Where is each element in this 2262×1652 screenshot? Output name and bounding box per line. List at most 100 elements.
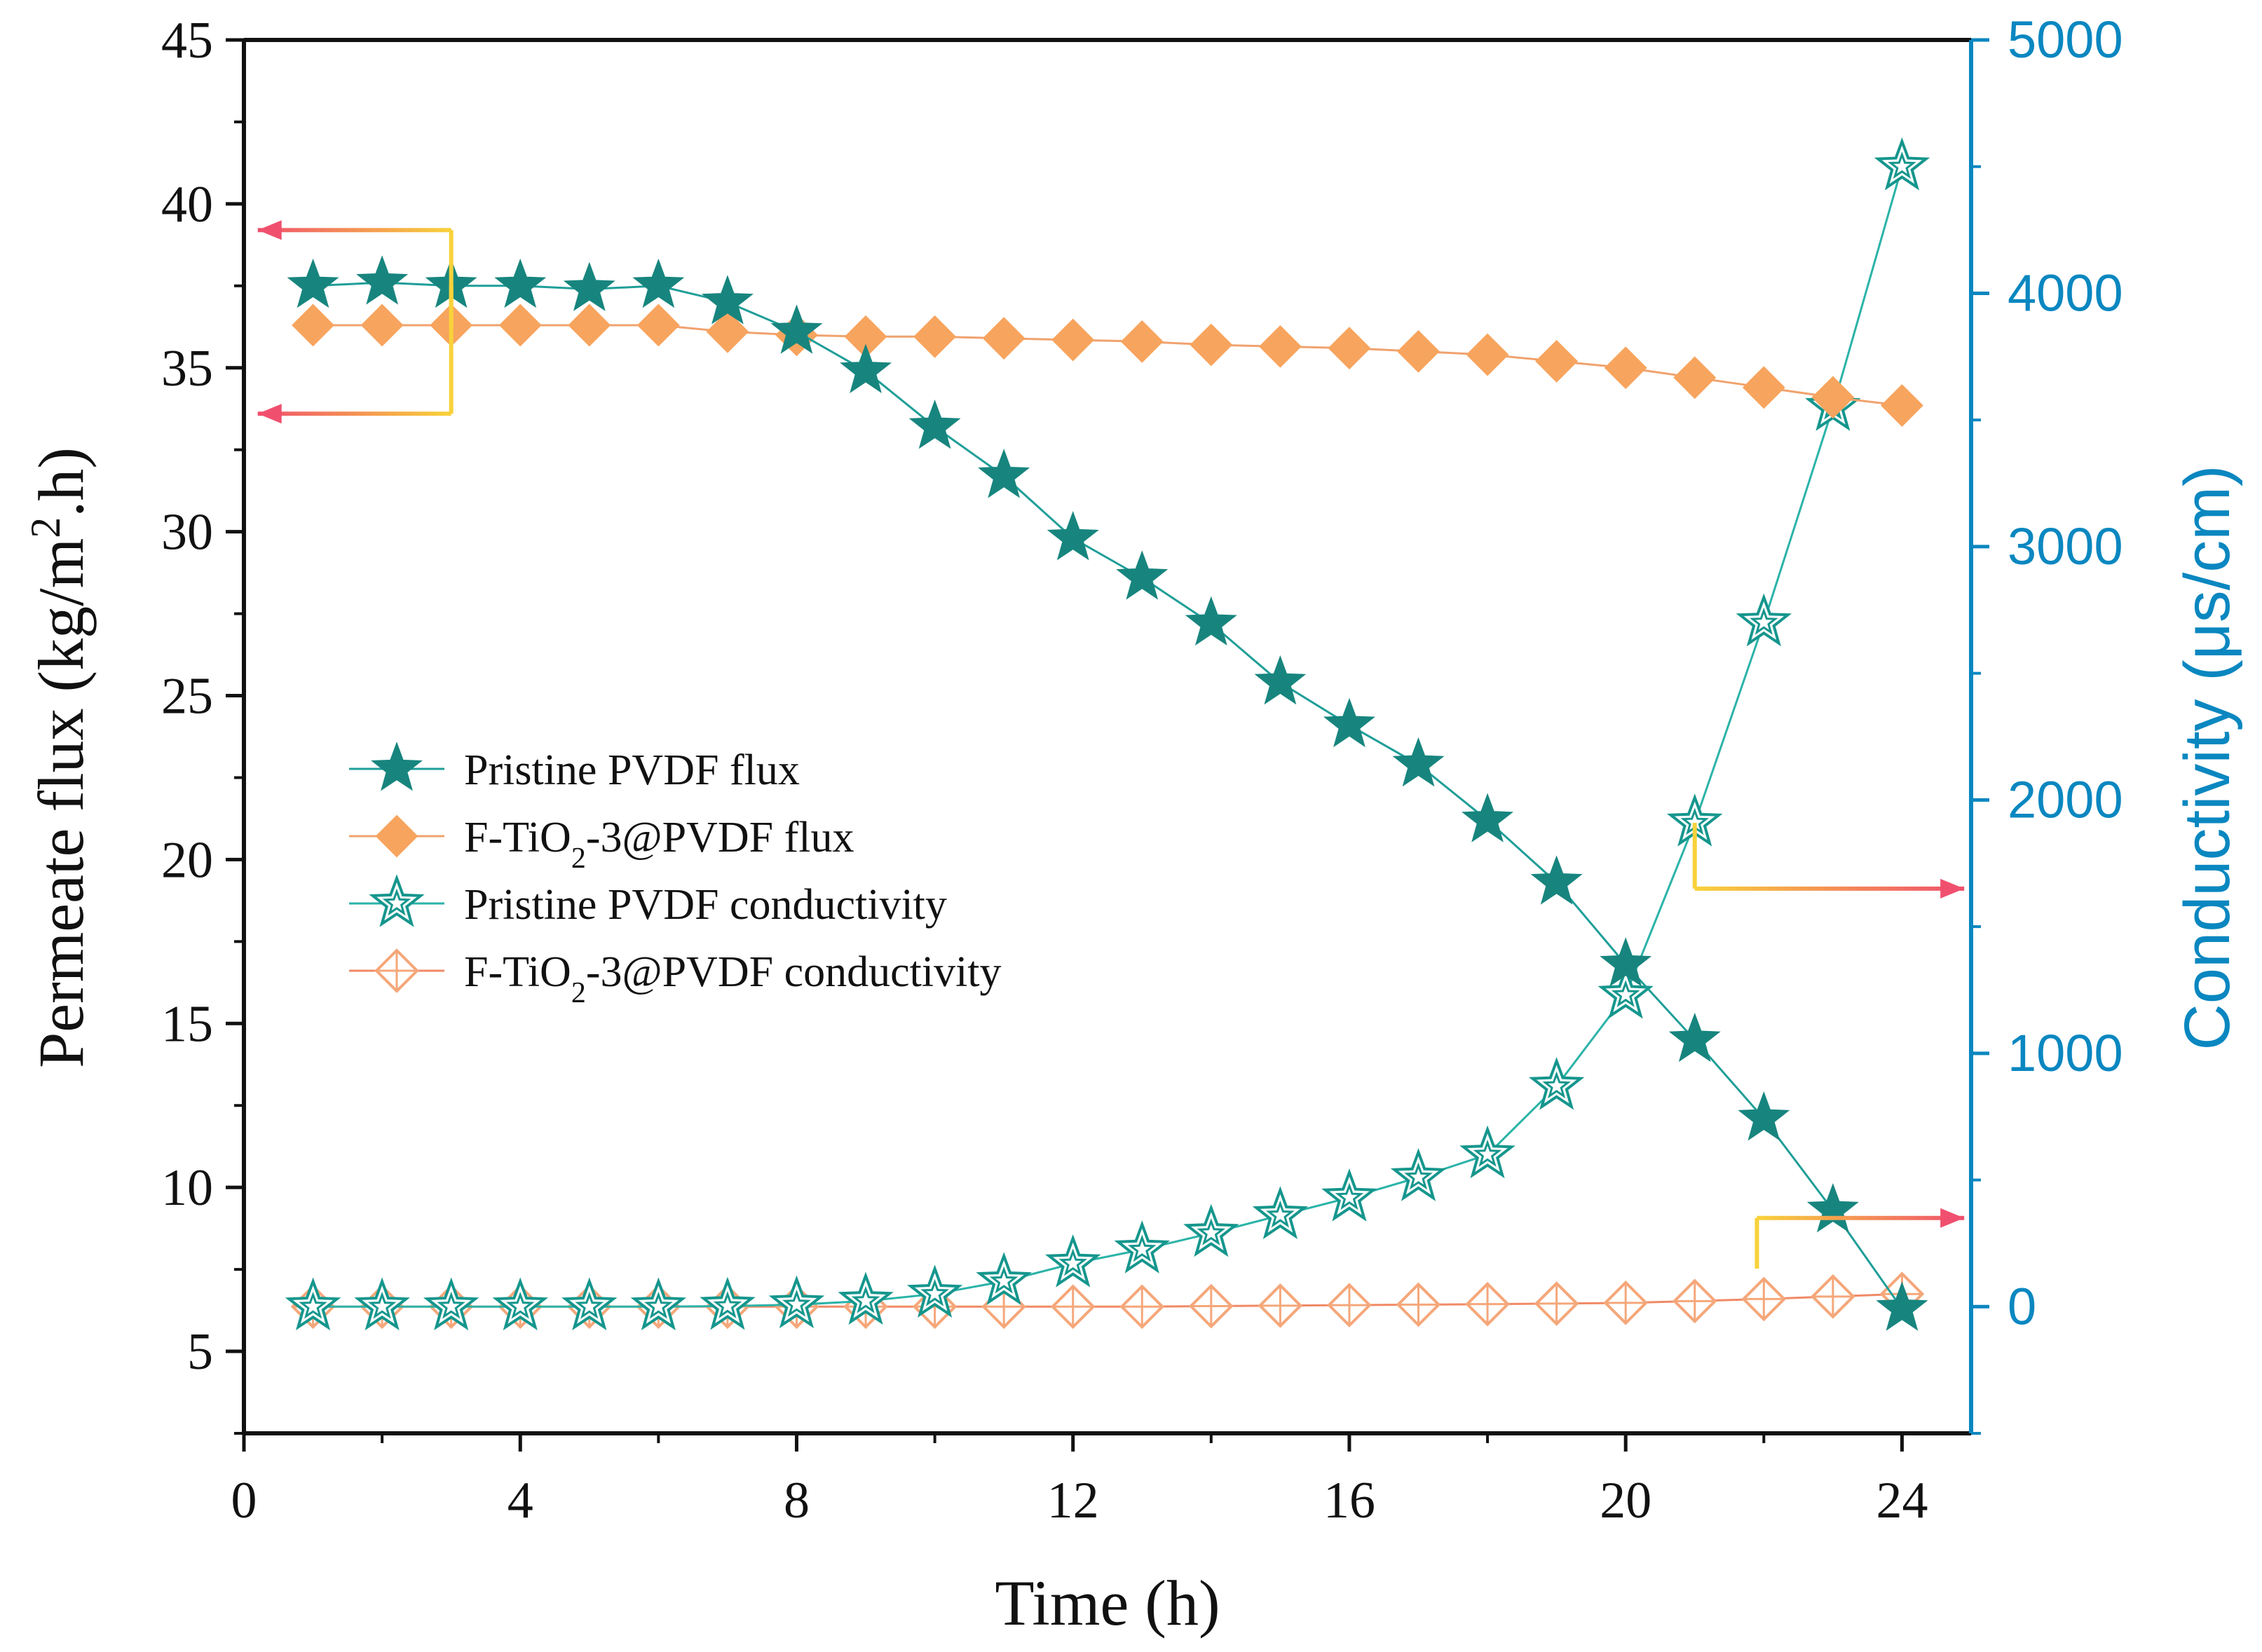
arrow-flux-bottom [257, 285, 454, 424]
y-tick-label: 5 [187, 1323, 213, 1381]
legend-label-part: 2 [571, 977, 586, 1009]
data-point [636, 303, 680, 347]
data-point [1597, 965, 1654, 1019]
data-point [1604, 346, 1647, 390]
y-tick-label: 40 [161, 176, 213, 233]
data-point [840, 343, 892, 393]
y-axis-title-part: Permeate flux (kg/m [25, 538, 97, 1068]
x-axis-title: Time (h) [995, 1567, 1220, 1639]
data-point [360, 303, 404, 347]
data-point [1116, 550, 1169, 600]
series-line [313, 324, 1902, 407]
data-point [978, 449, 1030, 498]
data-point [1459, 1125, 1515, 1179]
data-point [1254, 655, 1307, 705]
data-point [1252, 1186, 1309, 1239]
x-tick-label: 8 [784, 1472, 810, 1529]
legend-item: F-TiO2-3@PVDF flux [349, 814, 854, 875]
x-tick-label: 0 [231, 1472, 257, 1529]
data-point [1045, 1234, 1101, 1288]
data-point [1600, 937, 1652, 987]
legend-marker [375, 814, 418, 858]
legend-item: F-TiO2-3@PVDF conductivity [349, 948, 1002, 1009]
data-point [561, 1277, 618, 1331]
data-point [1327, 1283, 1372, 1327]
data-point [1736, 593, 1792, 647]
data-point [1673, 356, 1717, 400]
data-point [1874, 137, 1930, 191]
y-axis-title-part: .h) [25, 447, 97, 517]
data-point [1321, 1168, 1377, 1222]
data-point [563, 261, 615, 311]
annotations [257, 220, 1965, 1269]
series-line [313, 166, 1903, 1308]
series-line [313, 281, 1903, 1310]
data-point [1466, 333, 1509, 376]
legend-label-part: F-TiO [464, 814, 571, 861]
legend-item: Pristine PVDF flux [349, 742, 800, 794]
data-point [1392, 737, 1445, 787]
series-1 [292, 303, 1923, 427]
data-point [1185, 596, 1237, 646]
data-point [701, 275, 754, 325]
data-point [1806, 1183, 1859, 1233]
series [285, 137, 1930, 1331]
data-point [1462, 793, 1514, 842]
y2-tick-label: 2000 [2008, 770, 2123, 828]
data-point [1535, 339, 1579, 383]
data-point [906, 1264, 963, 1318]
data-point [568, 303, 611, 347]
y-tick-label: 45 [161, 12, 213, 69]
legend: Pristine PVDF flux F-TiO2-3@PVDF flux Pris… [349, 742, 1002, 1009]
legend-label: Pristine PVDF flux [464, 746, 800, 794]
data-point [770, 304, 823, 354]
data-point [1738, 1091, 1790, 1141]
y2-tick-label: 5000 [2008, 11, 2123, 69]
data-point [292, 303, 334, 347]
data-point [1047, 511, 1099, 561]
legend-label-part: F-TiO [464, 948, 571, 996]
legend-label-part: Pristine PVDF conductivity [464, 881, 947, 929]
legend-label-part: -3@PVDF conductivity [586, 948, 1002, 996]
y2-tick-label: 3000 [2008, 517, 2123, 575]
data-point [1258, 325, 1302, 368]
data-point [1114, 1220, 1170, 1274]
data-point [700, 1276, 756, 1330]
y2-tick-label: 4000 [2008, 264, 2123, 322]
data-point [1876, 1281, 1928, 1331]
data-point [1672, 1278, 1717, 1324]
x-tick-label: 12 [1047, 1472, 1099, 1529]
data-point [1120, 320, 1164, 363]
legend-label: F-TiO2-3@PVDF flux [464, 814, 854, 875]
y-tick-label: 10 [161, 1159, 213, 1217]
legend-label-part: 2 [571, 842, 586, 875]
y2-axis-title: Conductivity (μs/cm) [2172, 465, 2243, 1050]
legend-marker [369, 874, 425, 927]
x-tick-label: 20 [1600, 1472, 1651, 1529]
data-point [1741, 1276, 1787, 1322]
arrow-flux-top [257, 220, 454, 325]
y-tick-label: 15 [161, 995, 213, 1053]
data-point [1119, 1284, 1165, 1330]
legend-marker [371, 742, 423, 791]
data-point [768, 1275, 825, 1329]
series-line [313, 1292, 1902, 1308]
y-tick-label: 30 [161, 504, 213, 561]
data-point [1323, 697, 1375, 748]
data-point [976, 1252, 1032, 1305]
data-point [908, 400, 961, 449]
data-point [1530, 855, 1583, 905]
y-axis-title-superscript: 2 [22, 517, 69, 538]
data-point [1190, 323, 1233, 367]
data-point [1534, 1281, 1579, 1326]
data-point [1397, 329, 1440, 373]
data-point [1742, 366, 1785, 409]
y-tick-label: 20 [161, 831, 213, 889]
data-point [498, 303, 542, 347]
data-point [1051, 318, 1095, 362]
data-point [1881, 384, 1923, 427]
x-tick-label: 4 [507, 1472, 533, 1529]
y2-tick-label: 1000 [2008, 1024, 2123, 1082]
data-point [1328, 327, 1371, 370]
